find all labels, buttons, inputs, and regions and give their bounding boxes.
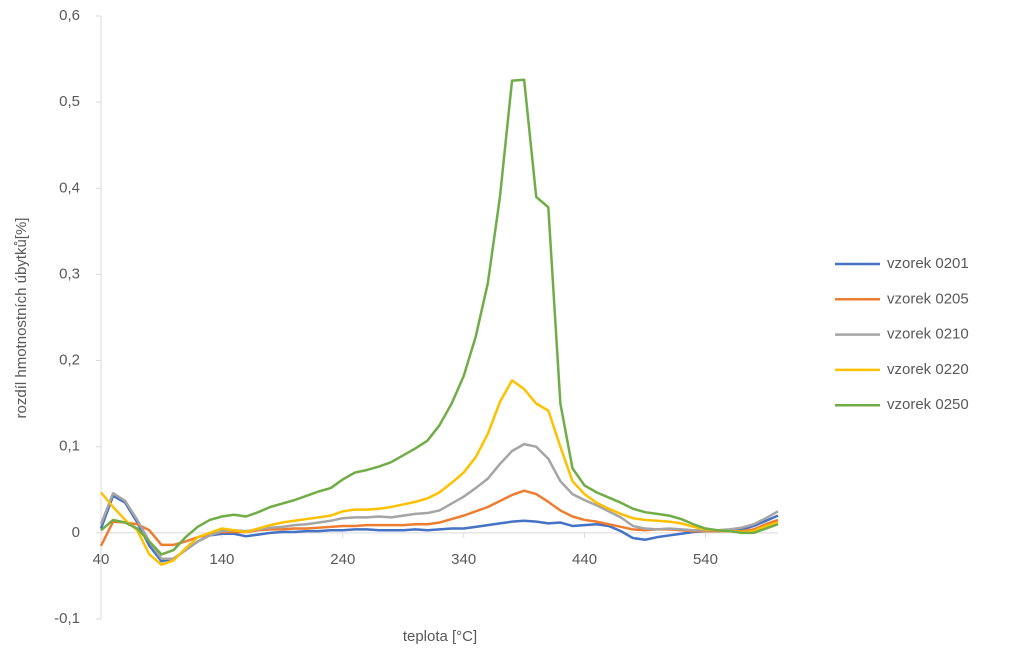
y-tick-label: -0,1	[54, 610, 80, 627]
y-tick-label: 0,6	[59, 7, 80, 24]
legend-label: vzorek 0205	[887, 290, 969, 307]
x-tick-label: 540	[693, 551, 718, 568]
y-tick-label: 0,4	[59, 179, 80, 196]
series-line	[100, 379, 779, 566]
legend-label: vzorek 0220	[887, 361, 969, 378]
x-axis-title: teplota [°C]	[403, 628, 477, 645]
y-axis-title: rozdíl hmotnostních úbytků[%]	[13, 218, 30, 419]
x-tick-label: 140	[209, 551, 234, 568]
y-tick-label: 0,1	[59, 438, 80, 455]
legend-label: vzorek 0201	[887, 255, 969, 272]
x-tick-label: 340	[451, 551, 476, 568]
y-tick-label: 0	[72, 524, 80, 541]
y-tick-label: 0,3	[59, 265, 80, 282]
x-tick-label: 440	[572, 551, 597, 568]
legend-label: vzorek 0210	[887, 326, 969, 343]
series-line	[99, 442, 779, 560]
legend-label: vzorek 0250	[887, 396, 969, 413]
series-line	[100, 78, 779, 556]
x-tick-label: 40	[93, 551, 110, 568]
y-tick-label: 0,5	[59, 93, 80, 110]
x-tick-label: 240	[330, 551, 355, 568]
y-tick-label: 0,2	[59, 352, 80, 369]
